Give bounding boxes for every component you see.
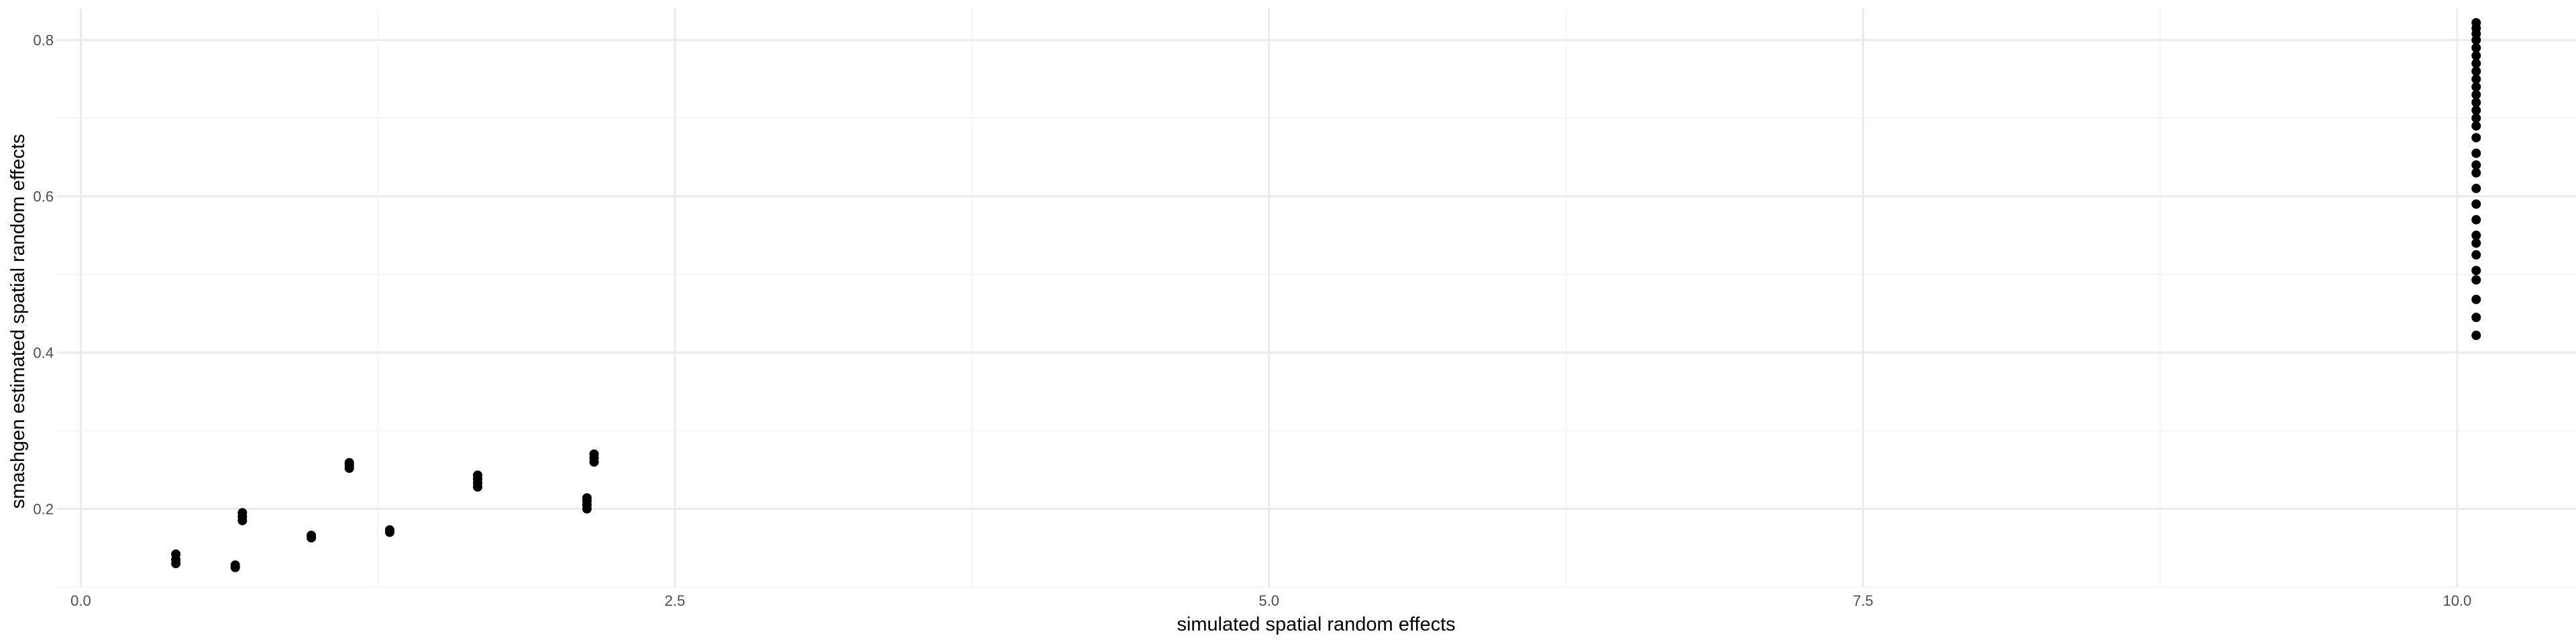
data-point: [2471, 331, 2481, 340]
data-point: [2471, 231, 2481, 240]
data-point: [2471, 275, 2481, 284]
x-tick-label: 2.5: [665, 592, 686, 609]
data-point: [473, 470, 482, 480]
x-axis-title: simulated spatial random effects: [1177, 614, 1455, 635]
y-tick-label: 0.6: [33, 189, 54, 205]
data-point: [345, 458, 354, 468]
y-tick-label: 0.2: [33, 501, 54, 518]
data-point: [2471, 294, 2481, 304]
data-point: [385, 525, 394, 535]
y-tick-label: 0.4: [33, 345, 54, 362]
data-point: [2471, 149, 2481, 158]
x-tick-label: 7.5: [1853, 592, 1874, 609]
y-tick-label: 0.8: [33, 32, 54, 49]
data-point: [2471, 18, 2481, 28]
data-point: [2471, 160, 2481, 170]
data-point: [2471, 266, 2481, 275]
data-point: [2471, 199, 2481, 209]
data-point: [582, 493, 592, 502]
y-axis-title: smashgen estimated spatial random effect…: [7, 134, 29, 509]
data-point: [237, 508, 247, 517]
x-tick-label: 10.0: [2443, 592, 2471, 609]
data-point: [307, 531, 316, 540]
x-tick-label: 0.0: [70, 592, 91, 609]
data-point: [231, 560, 240, 570]
data-point: [590, 449, 599, 459]
data-point: [2471, 313, 2481, 322]
data-point: [2471, 133, 2481, 142]
data-point: [171, 549, 180, 559]
x-tick-label: 5.0: [1258, 592, 1279, 609]
data-point: [2471, 184, 2481, 193]
data-point: [2471, 215, 2481, 225]
data-point: [2471, 250, 2481, 260]
